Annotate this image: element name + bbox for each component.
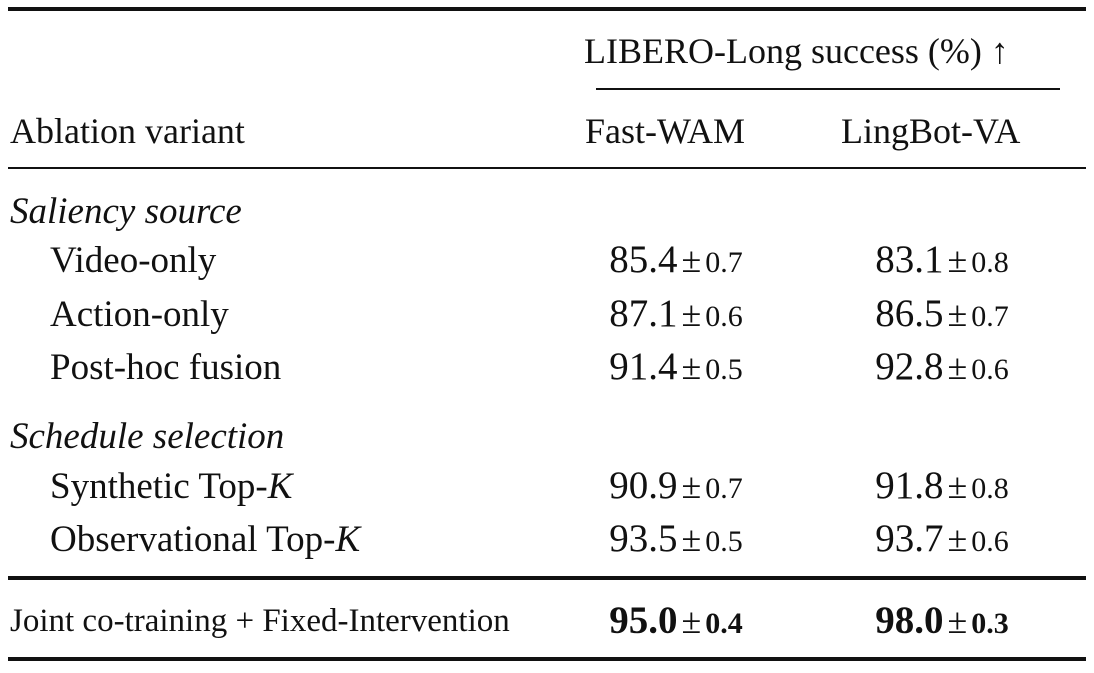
cell-sd: 0.6: [705, 300, 743, 333]
pm-symbol: ±: [681, 294, 702, 334]
cell-mean: 87.1: [609, 292, 678, 335]
section-title-saliency: Saliency source: [10, 191, 242, 232]
top-rule: [8, 7, 1086, 11]
pm-symbol: ±: [681, 466, 702, 506]
header-rule: [8, 167, 1086, 169]
row-label-text: Synthetic Top-: [50, 466, 268, 507]
row-label-joint: Joint co-training + Fixed-Intervention: [10, 603, 510, 639]
row-label-observational-top-k: Observational Top-K: [50, 521, 360, 558]
column-header-lingbot-va: LingBot-VA: [841, 111, 1021, 151]
cell-action-only-fast-wam: 87.1 ±0.6: [566, 294, 786, 333]
cell-sd: 0.7: [971, 300, 1009, 333]
cell-action-only-lingbot-va: 86.5 ±0.7: [832, 294, 1052, 333]
cell-mean: 93.7: [875, 517, 944, 560]
cell-mean: 93.5: [609, 517, 678, 560]
row-label-action-only: Action-only: [50, 294, 229, 335]
pm-symbol: ±: [947, 519, 968, 559]
row-header: Ablation variant: [10, 111, 245, 151]
bottom-rule: [8, 657, 1086, 661]
cell-post-hoc-fusion-lingbot-va: 92.8 ±0.6: [832, 347, 1052, 386]
cell-post-hoc-fusion-fast-wam: 91.4 ±0.5: [566, 347, 786, 386]
pm-symbol: ±: [947, 294, 968, 334]
pm-symbol: ±: [681, 240, 702, 280]
cell-sd: 0.5: [705, 525, 743, 558]
cell-joint-lingbot-va: 98.0 ±0.3: [832, 601, 1052, 640]
group-header: LIBERO-Long success (%) ↑: [584, 31, 1009, 71]
mid-rule: [8, 576, 1086, 580]
cell-mean: 91.4: [609, 345, 678, 388]
pm-symbol: ±: [947, 347, 968, 387]
row-label-text: Observational Top-: [50, 519, 336, 560]
row-label-var: K: [335, 519, 361, 560]
cell-sd: 0.4: [705, 607, 743, 640]
cell-mean: 90.9: [609, 464, 678, 507]
cell-mean: 85.4: [609, 238, 678, 281]
cell-mean: 83.1: [875, 238, 944, 281]
cell-observational-top-k-fast-wam: 93.5 ±0.5: [566, 519, 786, 558]
cell-mean: 95.0: [609, 599, 678, 642]
cell-sd: 0.8: [971, 246, 1009, 279]
cell-sd: 0.7: [705, 246, 743, 279]
cell-mean: 98.0: [875, 599, 944, 642]
cell-joint-fast-wam: 95.0 ±0.4: [566, 601, 786, 640]
pm-symbol: ±: [681, 601, 702, 641]
pm-symbol: ±: [947, 240, 968, 280]
cell-synthetic-top-k-fast-wam: 90.9 ±0.7: [566, 466, 786, 505]
pm-symbol: ±: [947, 601, 968, 641]
cell-observational-top-k-lingbot-va: 93.7 ±0.6: [832, 519, 1052, 558]
column-header-fast-wam: Fast-WAM: [585, 111, 745, 151]
cell-video-only-fast-wam: 85.4 ±0.7: [566, 240, 786, 279]
cell-mean: 91.8: [875, 464, 944, 507]
cell-sd: 0.6: [971, 525, 1009, 558]
section-title-schedule: Schedule selection: [10, 416, 285, 457]
cell-sd: 0.6: [971, 353, 1009, 386]
cell-sd: 0.5: [705, 353, 743, 386]
row-label-synthetic-top-k: Synthetic Top-K: [50, 468, 292, 505]
cell-video-only-lingbot-va: 83.1 ±0.8: [832, 240, 1052, 279]
cell-sd: 0.8: [971, 472, 1009, 505]
row-label-post-hoc-fusion: Post-hoc fusion: [50, 347, 282, 388]
row-label-var: K: [267, 466, 293, 507]
pm-symbol: ±: [681, 347, 702, 387]
cell-mean: 86.5: [875, 292, 944, 335]
cell-sd: 0.3: [971, 607, 1009, 640]
pm-symbol: ±: [681, 519, 702, 559]
cell-synthetic-top-k-lingbot-va: 91.8 ±0.8: [832, 466, 1052, 505]
cell-sd: 0.7: [705, 472, 743, 505]
group-header-underline: [596, 88, 1060, 90]
cell-mean: 92.8: [875, 345, 944, 388]
row-label-video-only: Video-only: [50, 240, 217, 281]
pm-symbol: ±: [947, 466, 968, 506]
